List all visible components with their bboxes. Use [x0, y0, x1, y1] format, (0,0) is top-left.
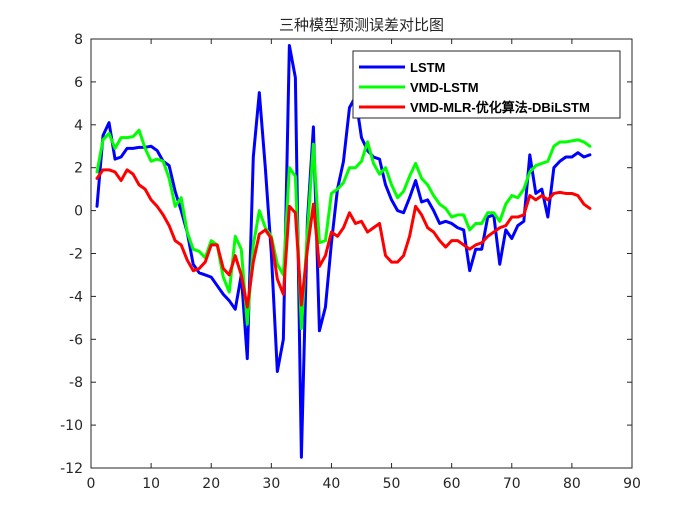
x-tick-label: 80 [563, 476, 581, 492]
y-tick-label: -12 [60, 461, 83, 477]
chart-title: 三种模型预测误差对比图 [279, 16, 444, 34]
legend-label-1: LSTM [410, 60, 445, 75]
series-line-1 [95, 43, 592, 459]
series-line-3 [95, 168, 592, 309]
legend-box [352, 50, 621, 119]
axis-ticks: 0 10 20 30 40 50 60 70 80 90 -12 -10 -8 -6 -4 -2 0 2 4 6 8 [60, 32, 641, 492]
y-tick-label: -4 [69, 289, 83, 305]
x-tick-label: 20 [202, 476, 220, 492]
legend: LSTM VMD-LSTM VMD-MLR-优化算法-DBiLSTM [352, 50, 621, 119]
legend-label-2: VMD-LSTM [410, 80, 479, 95]
y-tick-label: 6 [74, 75, 83, 91]
y-tick-label: 8 [74, 32, 83, 48]
y-tick-label: 0 [74, 204, 83, 220]
y-tick-label: -6 [69, 332, 83, 348]
x-tick-label: 70 [503, 476, 521, 492]
series-line-2 [95, 128, 592, 331]
x-tick-label: 60 [443, 476, 461, 492]
y-tick-label: 4 [74, 118, 83, 134]
y-tick-label: -8 [69, 375, 83, 391]
x-tick-label: 0 [87, 476, 96, 492]
y-tick-label: -10 [60, 418, 83, 434]
y-tick-label: -2 [69, 247, 83, 263]
y-tick-label: 2 [74, 161, 83, 177]
series-lines [95, 43, 592, 459]
x-tick-label: 30 [262, 476, 280, 492]
x-tick-label: 10 [142, 476, 160, 492]
x-tick-label: 90 [623, 476, 641, 492]
legend-label-3: VMD-MLR-优化算法-DBiLSTM [410, 100, 590, 115]
x-tick-label: 50 [383, 476, 401, 492]
x-tick-label: 40 [323, 476, 341, 492]
